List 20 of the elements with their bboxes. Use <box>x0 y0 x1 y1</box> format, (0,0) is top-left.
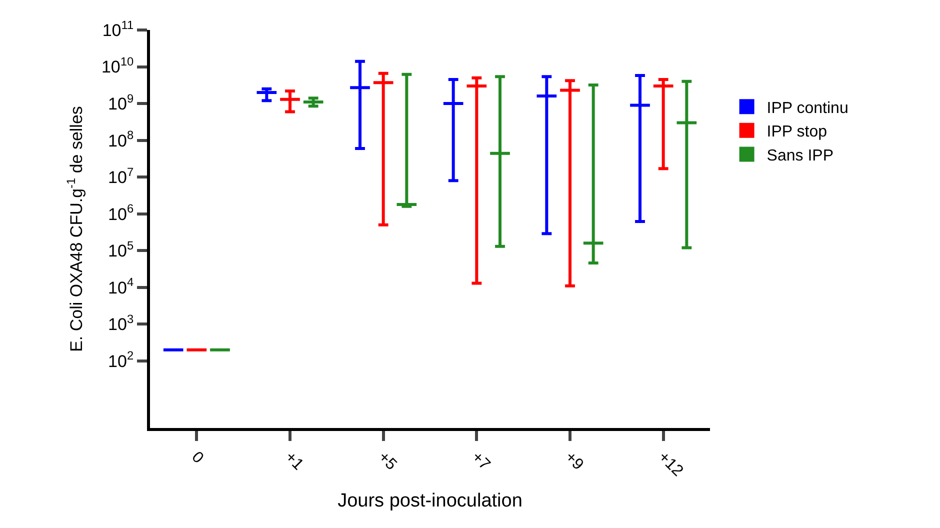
y-tick-label: 10$^{3}$ <box>108 312 134 334</box>
legend-label: IPP continu <box>766 100 848 117</box>
x-tick-label: +9 <box>562 448 587 474</box>
y-tick-label: 10$^{5}$ <box>108 238 134 261</box>
x-tick-label: +1 <box>282 448 307 474</box>
y-tick-label: 10$^{10}$ <box>101 54 134 77</box>
x-tick-label: +5 <box>374 448 400 474</box>
y-tick-label: 10$^{6}$ <box>108 202 134 224</box>
legend-label: IPP stop <box>766 124 828 141</box>
y-tick-label: 10$^{11}$ <box>102 18 134 40</box>
legend-label: Sans IPP <box>766 147 834 164</box>
y-tick-label: 10$^{7}$ <box>108 164 134 188</box>
x-tick-label: +12 <box>654 448 686 480</box>
x-axis-title: Jours post-inoculation <box>338 490 522 512</box>
y-tick-label: 10$^{9}$ <box>108 91 134 114</box>
x-tick-label: 0 <box>188 448 207 468</box>
y-tick-label: 10$^{4}$ <box>108 275 134 298</box>
y-tick-label: 10$^{8}$ <box>108 128 134 150</box>
y-tick-label: 10$^{2}$ <box>108 348 134 371</box>
x-tick-label: +7 <box>468 448 494 474</box>
